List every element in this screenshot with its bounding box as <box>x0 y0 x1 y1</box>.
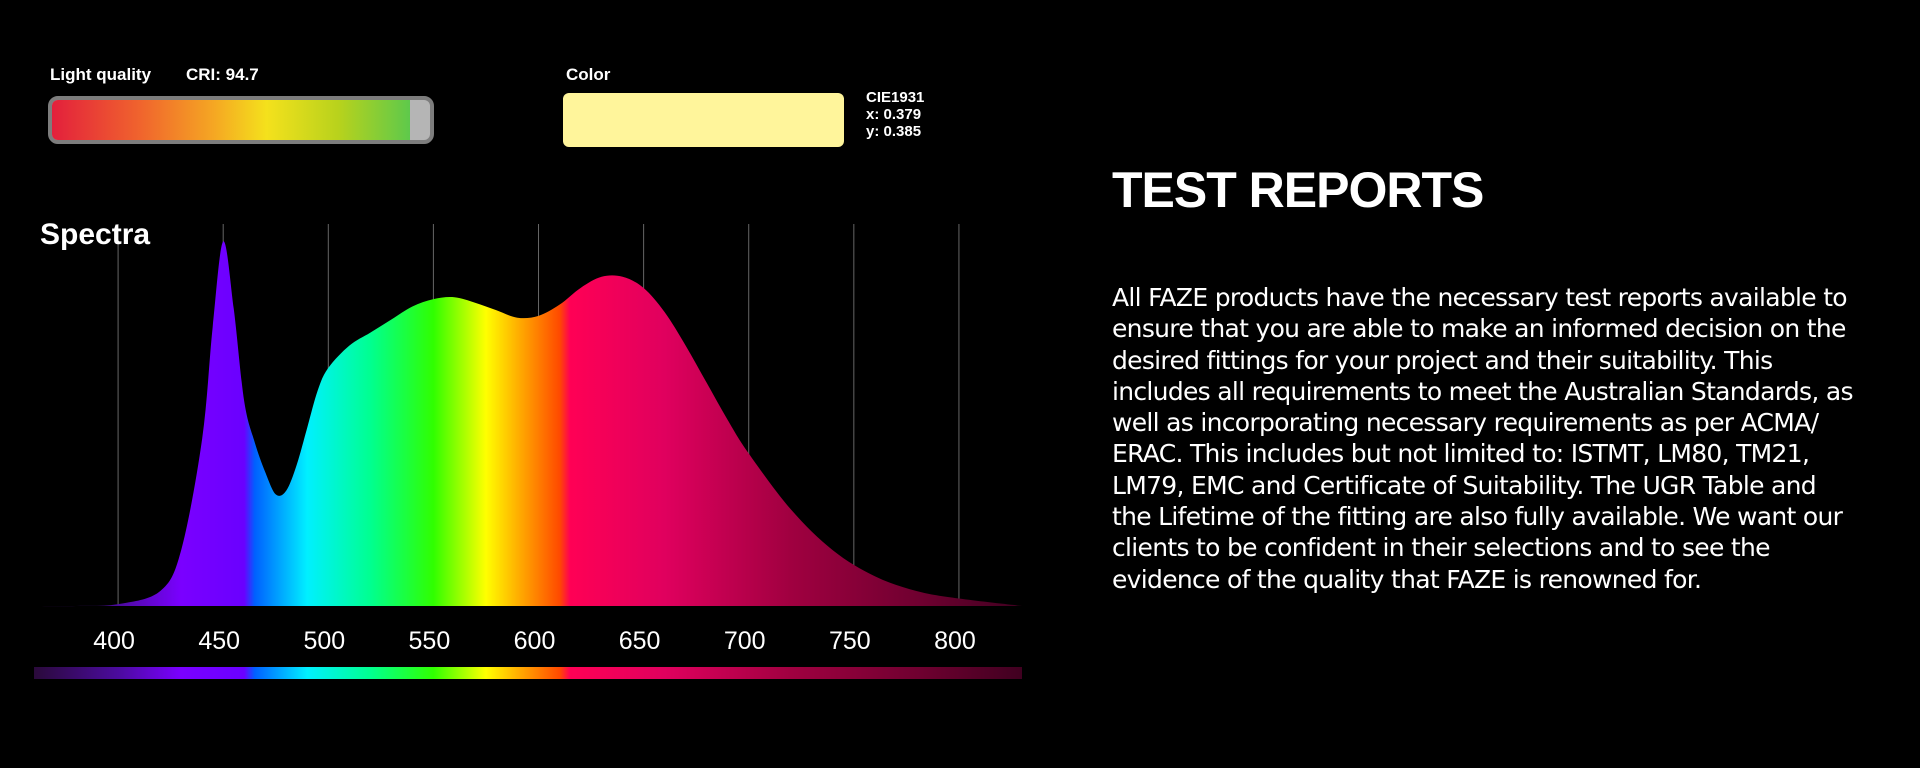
spectra-title: Spectra <box>40 218 151 251</box>
wavelength-color-bar <box>34 667 1022 679</box>
cie-x-value: x: 0.379 <box>866 106 922 123</box>
cri-bar <box>48 96 434 144</box>
cri-label: CRI: 94.7 <box>186 65 259 84</box>
x-tick-label: 450 <box>198 627 240 655</box>
test-reports-title: TEST REPORTS <box>1112 162 1484 218</box>
cie-label: CIE1931 <box>866 89 925 106</box>
test-reports-panel: TEST REPORTS All FAZE products have the … <box>1112 160 1892 595</box>
color-swatch <box>563 93 844 147</box>
spectrum-area <box>34 241 1022 607</box>
test-reports-body: All FAZE products have the necessary tes… <box>1112 283 1853 594</box>
spectrum-chart: 400 450 500 550 600 650 700 750 800 <box>34 224 1022 679</box>
x-tick-label: 650 <box>619 627 661 655</box>
x-tick-label: 550 <box>409 627 451 655</box>
cie-y-value: y: 0.385 <box>866 123 922 140</box>
x-tick-label: 750 <box>829 627 871 655</box>
cri-bar-fill <box>52 100 410 140</box>
x-tick-label: 600 <box>514 627 556 655</box>
cie-coordinates: CIE1931 x: 0.379 y: 0.385 <box>866 89 924 140</box>
x-tick-label: 800 <box>934 627 976 655</box>
light-quality-label: Light quality <box>50 65 152 84</box>
x-tick-label: 500 <box>303 627 345 655</box>
color-label: Color <box>566 65 611 84</box>
x-tick-label: 400 <box>93 627 135 655</box>
x-tick-label: 700 <box>724 627 766 655</box>
